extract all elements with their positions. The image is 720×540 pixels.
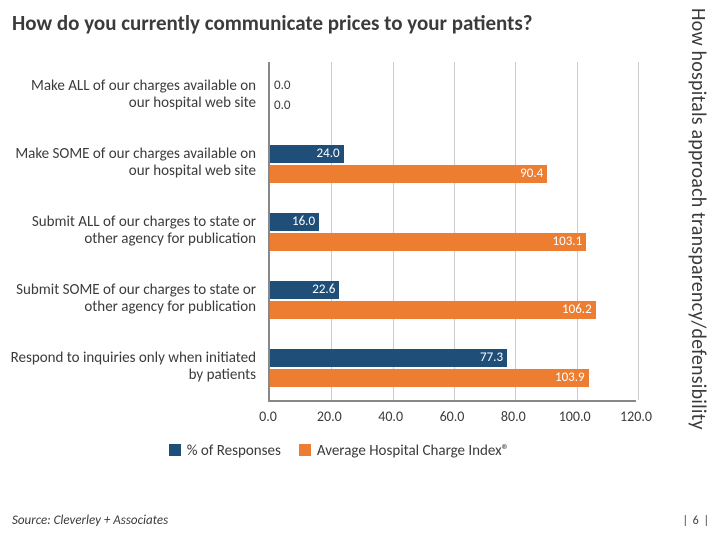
side-section-label: How hospitals approach transparency/defe… xyxy=(682,8,710,488)
chart-category-label: Make SOME of our charges available on ou… xyxy=(10,146,264,181)
chart-bar-label: 103.9 xyxy=(270,369,589,387)
legend-label: % of Responses xyxy=(187,442,281,460)
legend-swatch xyxy=(299,444,311,456)
chart-xtick-label: 120.0 xyxy=(620,408,652,425)
chart-bar-label: 0.0 xyxy=(274,77,314,95)
chart-category-label: Submit ALL of our charges to state or ot… xyxy=(10,214,264,249)
chart-gridline xyxy=(515,62,516,400)
chart-bar-label: 0.0 xyxy=(274,97,314,115)
page-title: How do you currently communicate prices … xyxy=(12,10,630,36)
chart-xtick-label: 100.0 xyxy=(559,408,591,425)
chart-xtick-label: 0.0 xyxy=(259,408,277,425)
chart-category-label: Make ALL of our charges available on our… xyxy=(10,78,264,113)
chart-legend: % of Responses Average Hospital Charge In… xyxy=(10,442,650,460)
chart-xtick-label: 60.0 xyxy=(440,408,465,425)
legend-label: Average Hospital Charge Index® xyxy=(317,442,509,460)
chart-bar-label: 16.0 xyxy=(270,213,319,231)
page-number: | 6 | xyxy=(682,514,710,528)
chart-bar-label: 22.6 xyxy=(270,281,339,299)
chart-category-label: Respond to inquiries only when initiated… xyxy=(10,350,264,385)
chart-xtick-label: 20.0 xyxy=(317,408,342,425)
chart-bar-label: 90.4 xyxy=(270,165,547,183)
chart-plot-area: 0.0 0.0 24.0 90.4 16.0 103.1 22.6 106.2 77.3 103.… xyxy=(268,62,636,402)
chart-bar-label: 103.1 xyxy=(270,233,586,251)
chart: 0.0 0.0 24.0 90.4 16.0 103.1 22.6 106.2 77.3 103.… xyxy=(10,62,650,482)
chart-category-label: Submit SOME of our charges to state or o… xyxy=(10,282,264,317)
chart-bar-label: 77.3 xyxy=(270,349,507,367)
chart-bar-label: 24.0 xyxy=(270,145,344,163)
source-attribution: Source: Cleverley + Associates xyxy=(12,513,168,528)
chart-xtick-label: 40.0 xyxy=(378,408,403,425)
chart-gridline xyxy=(638,62,639,400)
chart-gridline xyxy=(577,62,578,400)
chart-bar-label: 106.2 xyxy=(270,301,596,319)
chart-xtick-label: 80.0 xyxy=(501,408,526,425)
chart-xaxis: 0.020.040.060.080.0100.0120.0 xyxy=(268,408,636,428)
legend-swatch xyxy=(169,444,181,456)
